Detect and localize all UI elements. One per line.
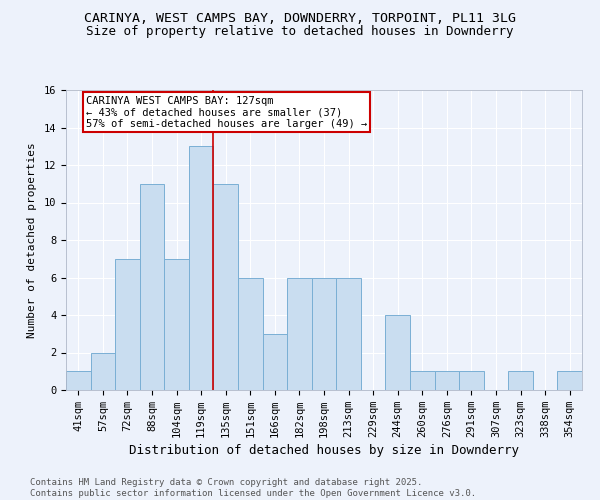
- Bar: [385, 315, 410, 390]
- Y-axis label: Number of detached properties: Number of detached properties: [27, 142, 37, 338]
- Bar: [434, 371, 459, 390]
- Text: CARINYA, WEST CAMPS BAY, DOWNDERRY, TORPOINT, PL11 3LG: CARINYA, WEST CAMPS BAY, DOWNDERRY, TORP…: [84, 12, 516, 26]
- Bar: [287, 278, 312, 390]
- Bar: [214, 184, 238, 390]
- Bar: [91, 352, 115, 390]
- Bar: [164, 259, 189, 390]
- Bar: [189, 146, 214, 390]
- Bar: [115, 259, 140, 390]
- Bar: [312, 278, 336, 390]
- Bar: [459, 371, 484, 390]
- Bar: [410, 371, 434, 390]
- Text: CARINYA WEST CAMPS BAY: 127sqm
← 43% of detached houses are smaller (37)
57% of : CARINYA WEST CAMPS BAY: 127sqm ← 43% of …: [86, 96, 367, 129]
- Bar: [336, 278, 361, 390]
- Bar: [238, 278, 263, 390]
- Text: Size of property relative to detached houses in Downderry: Size of property relative to detached ho…: [86, 25, 514, 38]
- Bar: [263, 334, 287, 390]
- Bar: [557, 371, 582, 390]
- Bar: [508, 371, 533, 390]
- Bar: [66, 371, 91, 390]
- Bar: [140, 184, 164, 390]
- X-axis label: Distribution of detached houses by size in Downderry: Distribution of detached houses by size …: [129, 444, 519, 457]
- Text: Contains HM Land Registry data © Crown copyright and database right 2025.
Contai: Contains HM Land Registry data © Crown c…: [30, 478, 476, 498]
